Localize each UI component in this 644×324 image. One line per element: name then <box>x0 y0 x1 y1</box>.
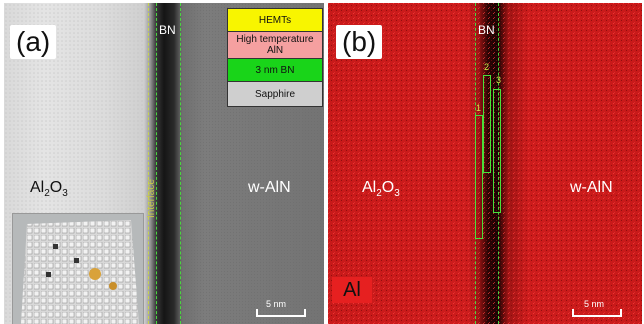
scale-bar-b <box>572 309 622 317</box>
region-rect-1 <box>475 115 483 239</box>
layer-high-temp-aln: High temperature AlN <box>228 32 322 59</box>
interface-label: Interface <box>146 179 157 218</box>
panel-tag-b: (b) <box>336 25 383 59</box>
right-material-label-b: w-AlN <box>570 179 613 196</box>
region-number-3: 3 <box>496 75 502 85</box>
layer-hemts: HEMTs <box>228 9 322 32</box>
layer-sapphire: Sapphire <box>228 82 322 106</box>
eds-map-panel: (b) BN Al2O3 w-AlN 1 2 3 Al 5 nm <box>328 3 642 324</box>
region-rect-3 <box>493 89 501 213</box>
tem-image-panel: (a) BN Interface Al2O3 w-AlN HEMTs High … <box>4 3 324 324</box>
bn-boundary-left <box>156 3 157 324</box>
wafer-grid <box>13 214 143 324</box>
bn-label-b: BN <box>478 23 495 37</box>
left-material-label-a: Al2O3 <box>30 179 68 200</box>
scale-label-b: 5 nm <box>584 299 605 309</box>
layer-stack-schematic: HEMTs High temperature AlN 3 nm BN Sapph… <box>227 8 323 107</box>
bn-label-a: BN <box>159 23 176 37</box>
left-material-label-b: Al2O3 <box>362 179 400 200</box>
element-label: Al <box>332 277 372 303</box>
region-rect-2 <box>483 75 491 173</box>
bn-boundary-right <box>180 3 181 324</box>
interface-line-yellow <box>148 3 149 324</box>
wafer-photo-inset <box>12 213 144 324</box>
region-number-2: 2 <box>484 62 490 72</box>
scale-bar-a <box>256 309 306 317</box>
right-material-label-a: w-AlN <box>248 179 291 196</box>
layer-bn: 3 nm BN <box>228 59 322 82</box>
panel-tag-a: (a) <box>10 25 57 59</box>
bn-boundary-right-b <box>498 3 499 324</box>
scale-label-a: 5 nm <box>266 299 287 309</box>
region-number-1: 1 <box>476 103 482 113</box>
